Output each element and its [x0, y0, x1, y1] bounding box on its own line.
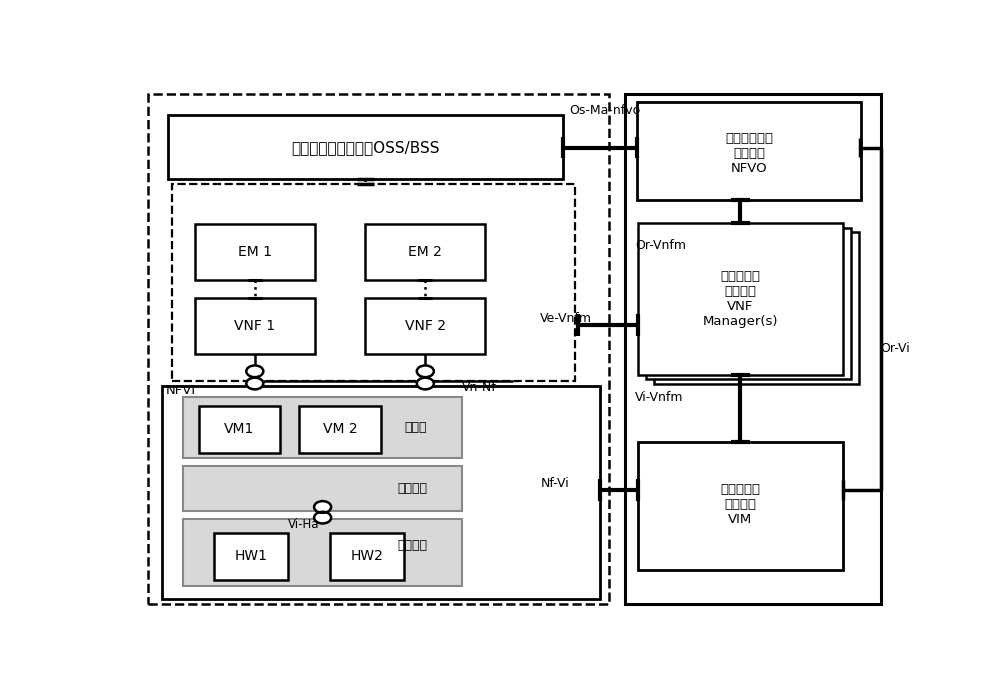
Text: Vi-Vnfm: Vi-Vnfm	[635, 391, 683, 404]
Text: VNF 1: VNF 1	[234, 319, 275, 333]
Text: Os-Ma-nfvo: Os-Ma-nfvo	[569, 104, 640, 117]
Text: HW2: HW2	[351, 549, 384, 563]
Circle shape	[314, 501, 331, 513]
Circle shape	[246, 378, 263, 390]
FancyBboxPatch shape	[646, 227, 851, 379]
Text: 虚拟基础设
施管理器
VIM: 虚拟基础设 施管理器 VIM	[720, 483, 760, 526]
Circle shape	[314, 512, 331, 524]
Text: 硬件资源: 硬件资源	[397, 539, 427, 552]
FancyBboxPatch shape	[365, 299, 485, 354]
FancyBboxPatch shape	[214, 533, 288, 580]
Text: Ve-Vnfm: Ve-Vnfm	[540, 312, 592, 325]
Text: 虚拟网络功
能管理器
VNF
Manager(s): 虚拟网络功 能管理器 VNF Manager(s)	[703, 270, 778, 328]
Circle shape	[246, 366, 263, 377]
FancyBboxPatch shape	[330, 533, 404, 580]
Text: 虚拟机: 虚拟机	[405, 422, 427, 434]
Text: Nf-Vi: Nf-Vi	[540, 477, 569, 489]
Text: Or-Vnfm: Or-Vnfm	[635, 238, 686, 252]
FancyBboxPatch shape	[195, 299, 315, 354]
Text: VM 2: VM 2	[323, 422, 357, 436]
Text: 虚拟化层: 虚拟化层	[397, 482, 427, 495]
Text: EM 1: EM 1	[238, 245, 272, 259]
FancyBboxPatch shape	[183, 466, 462, 511]
FancyBboxPatch shape	[172, 184, 574, 381]
FancyBboxPatch shape	[365, 224, 485, 280]
FancyBboxPatch shape	[148, 93, 609, 605]
FancyBboxPatch shape	[637, 102, 861, 200]
FancyBboxPatch shape	[299, 406, 381, 453]
FancyBboxPatch shape	[162, 386, 600, 599]
Circle shape	[417, 366, 434, 377]
FancyBboxPatch shape	[168, 115, 563, 179]
Text: Or-Vi: Or-Vi	[881, 343, 910, 355]
Text: Vn-Nf: Vn-Nf	[462, 381, 497, 394]
Circle shape	[417, 378, 434, 390]
Text: VM1: VM1	[224, 422, 254, 436]
Text: 网络功能虚拟
化编排器
NFVO: 网络功能虚拟 化编排器 NFVO	[725, 132, 773, 175]
FancyBboxPatch shape	[195, 224, 315, 280]
FancyBboxPatch shape	[638, 223, 843, 375]
Text: HW1: HW1	[234, 549, 267, 563]
FancyBboxPatch shape	[183, 397, 462, 458]
Text: EM 2: EM 2	[408, 245, 442, 259]
Text: Vi-Ha: Vi-Ha	[288, 518, 319, 531]
FancyBboxPatch shape	[625, 93, 881, 605]
FancyBboxPatch shape	[199, 406, 280, 453]
Text: VNF 2: VNF 2	[405, 319, 446, 333]
Text: 运行和业务支撑系统OSS/BSS: 运行和业务支撑系统OSS/BSS	[291, 140, 440, 155]
Text: NFVI: NFVI	[165, 384, 195, 397]
FancyBboxPatch shape	[638, 442, 843, 570]
FancyBboxPatch shape	[654, 232, 859, 384]
FancyBboxPatch shape	[183, 519, 462, 586]
